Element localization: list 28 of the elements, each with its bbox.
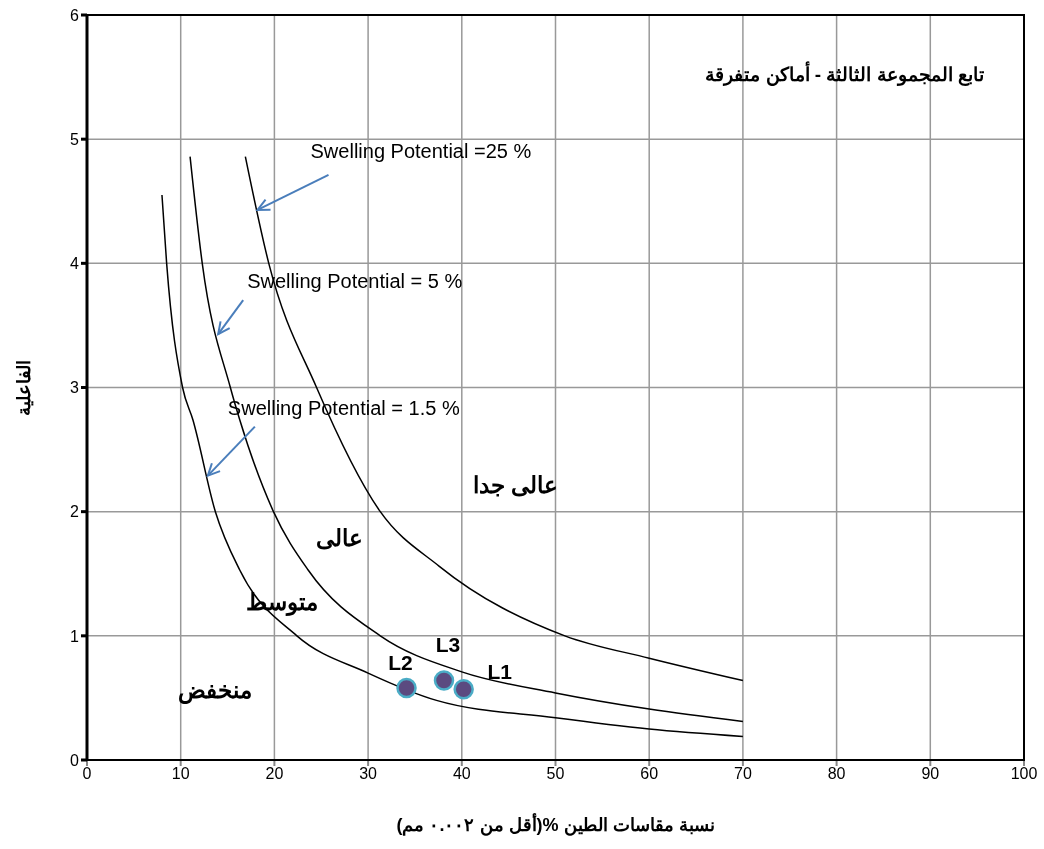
y-tick-label: 1: [70, 627, 80, 645]
x-tick-label: 0: [82, 765, 92, 783]
annotation: عالى جدا: [472, 471, 558, 498]
text: تابع المجموعة الثالثة - أماكن متفرقة: [705, 61, 984, 86]
data-label: L3: [435, 633, 461, 657]
x-tick-label: 40: [452, 765, 471, 783]
x-tick-label: 70: [734, 765, 752, 783]
annotation: منخفض: [178, 676, 253, 705]
y-tick-label: 3: [70, 379, 80, 397]
data-label: L1: [487, 659, 513, 683]
data-label: L2: [388, 650, 413, 674]
y-tick-label: 4: [70, 255, 80, 273]
x-tick-label: 10: [171, 765, 190, 783]
x-tick-label: 50: [546, 765, 565, 783]
x-tick-label: 20: [265, 765, 284, 783]
y-axis-title: الفاعلية: [14, 359, 34, 416]
y-tick-label: 0: [70, 751, 80, 769]
x-tick-label: 90: [921, 765, 940, 783]
y-tick-label: 6: [70, 6, 80, 24]
y-tick-label: 5: [70, 130, 80, 148]
x-tick-label: 60: [640, 765, 659, 783]
x-tick-label: 80: [827, 765, 846, 783]
annotation: Swelling Potential =25 %: [310, 140, 532, 163]
annotation: عالى: [316, 525, 364, 552]
x-axis-title: نسبة مقاسات الطين %(أقل من ٠.٠٠٢ مم): [396, 813, 715, 836]
x-tick-label: 30: [359, 765, 378, 783]
x-tick-label: 100: [1010, 765, 1038, 783]
y-tick-label: 2: [70, 503, 80, 521]
